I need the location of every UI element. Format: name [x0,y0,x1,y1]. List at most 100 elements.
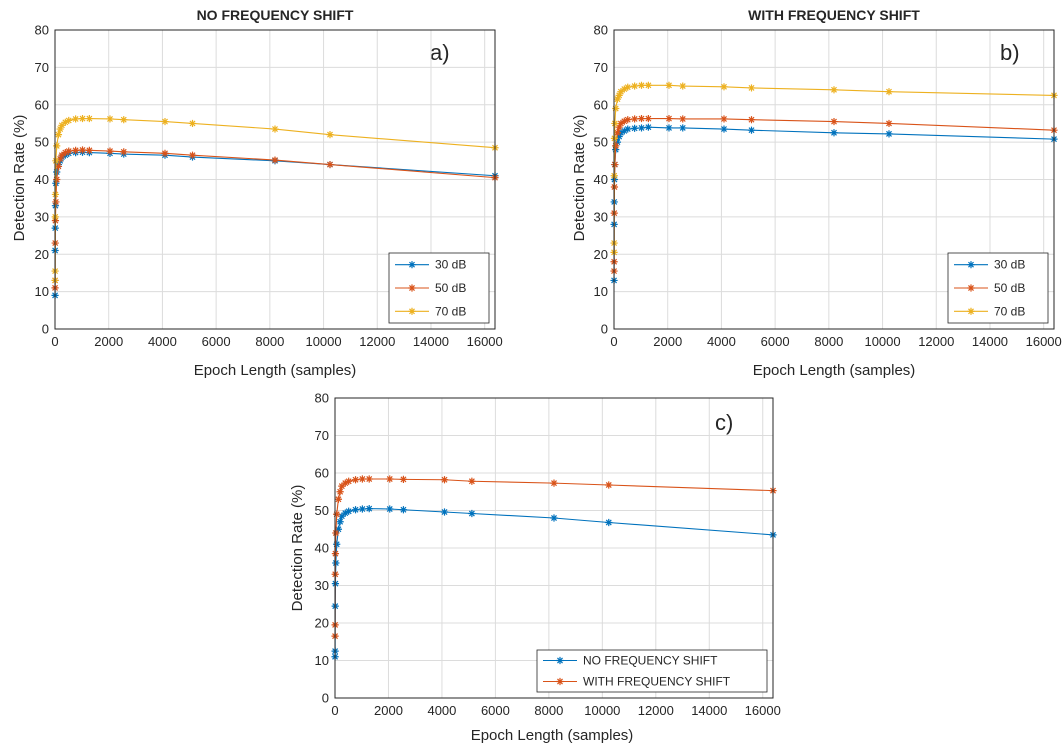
data-point [644,81,652,89]
data-point [341,509,349,517]
data-point [637,81,646,89]
data-point [637,114,646,123]
y-tick-label: 30 [315,578,329,593]
data-point [56,125,64,133]
data-point [333,540,341,548]
y-tick-label: 10 [315,653,329,668]
legend-marker [408,261,416,269]
data-point [624,116,632,124]
data-point [85,146,93,154]
data-point [188,151,197,159]
y-tick-label: 50 [35,135,49,150]
panel-b-ylabel: Detection Rate (%) [571,115,588,242]
data-point [56,155,64,163]
data-point [336,488,344,496]
data-point [644,114,652,123]
y-tick-label: 10 [35,284,49,299]
legend-label: WITH FREQUENCY SHIFT [583,675,731,689]
data-point [679,124,687,132]
y-tick-label: 40 [315,541,329,556]
data-point [885,130,893,138]
data-point [65,116,73,125]
y-tick-label: 30 [594,209,608,224]
data-point [58,121,66,129]
data-point [341,479,349,487]
data-point [468,509,476,518]
legend-marker [967,284,975,292]
data-point [72,115,80,123]
data-point [885,88,893,96]
x-tick-label: 2000 [653,334,682,349]
data-point [885,119,893,128]
data-point [613,138,622,146]
y-tick-label: 40 [35,172,49,187]
y-tick-label: 70 [35,60,49,75]
data-point [338,512,346,520]
data-point [615,132,623,141]
data-point [620,127,628,135]
panel-c-ylabel: Detection Rate (%) [289,485,306,612]
x-tick-label: 0 [331,703,338,718]
legend-marker [556,677,564,686]
data-point [54,131,63,139]
panel-a-ylabel: Detection Rate (%) [11,115,28,242]
y-tick-label: 80 [594,23,608,38]
panel-a-title: NO FREQUENCY SHIFT [197,7,354,23]
data-point [365,505,373,513]
x-tick-label: 14000 [691,703,727,718]
data-point [334,495,343,503]
y-tick-label: 30 [35,209,49,224]
data-point [271,125,279,133]
y-tick-label: 20 [315,616,329,631]
data-point [605,518,613,527]
data-point [72,146,80,154]
data-point [271,156,279,164]
data-point [399,475,408,483]
data-point [612,104,620,113]
data-point [679,82,687,90]
panel-c-legend: NO FREQUENCY SHIFT WITH FREQUENCY SHIFT [536,649,768,693]
panel-a-legend: 30 dB 50 dB 70 dB [388,252,490,324]
data-point [65,147,73,155]
data-point [617,119,625,128]
panel-c-axes-box [334,397,774,699]
data-point [351,506,360,514]
data-point [830,117,838,126]
x-tick-label: 12000 [918,334,954,349]
data-point [613,95,622,103]
data-point [468,477,476,485]
panel-b-title: WITH FREQUENCY SHIFT [748,7,920,23]
x-tick-label: 2000 [94,334,123,349]
legend-label: NO FREQUENCY SHIFT [583,654,718,668]
data-point [747,126,756,134]
data-point [106,147,114,155]
data-point [637,124,646,132]
y-tick-label: 0 [42,322,49,337]
panel-a-axes-box [54,29,496,330]
y-tick-label: 80 [315,391,329,406]
panel-a: NO FREQUENCY SHIFT Epoch Length (samples… [11,7,503,379]
data-point [620,117,628,125]
x-tick-label: 6000 [481,703,510,718]
legend-marker [967,307,975,315]
x-tick-label: 4000 [148,334,177,349]
x-tick-label: 12000 [359,334,395,349]
x-tick-label: 12000 [638,703,674,718]
legend-marker [556,656,564,665]
data-point [720,115,728,123]
x-tick-label: 6000 [761,334,790,349]
x-tick-label: 2000 [374,703,403,718]
legend-label: 50 dB [435,281,466,295]
data-point [333,510,341,518]
x-tick-label: 16000 [1026,334,1062,349]
data-point [747,84,756,92]
data-point [720,83,728,91]
data-point [605,481,613,489]
data-point [386,475,394,483]
data-point [58,151,66,159]
data-point [830,86,838,94]
legend-marker [408,307,416,315]
data-point [399,506,408,514]
y-tick-label: 10 [594,284,608,299]
panel-c-xlabel: Epoch Length (samples) [471,727,634,744]
